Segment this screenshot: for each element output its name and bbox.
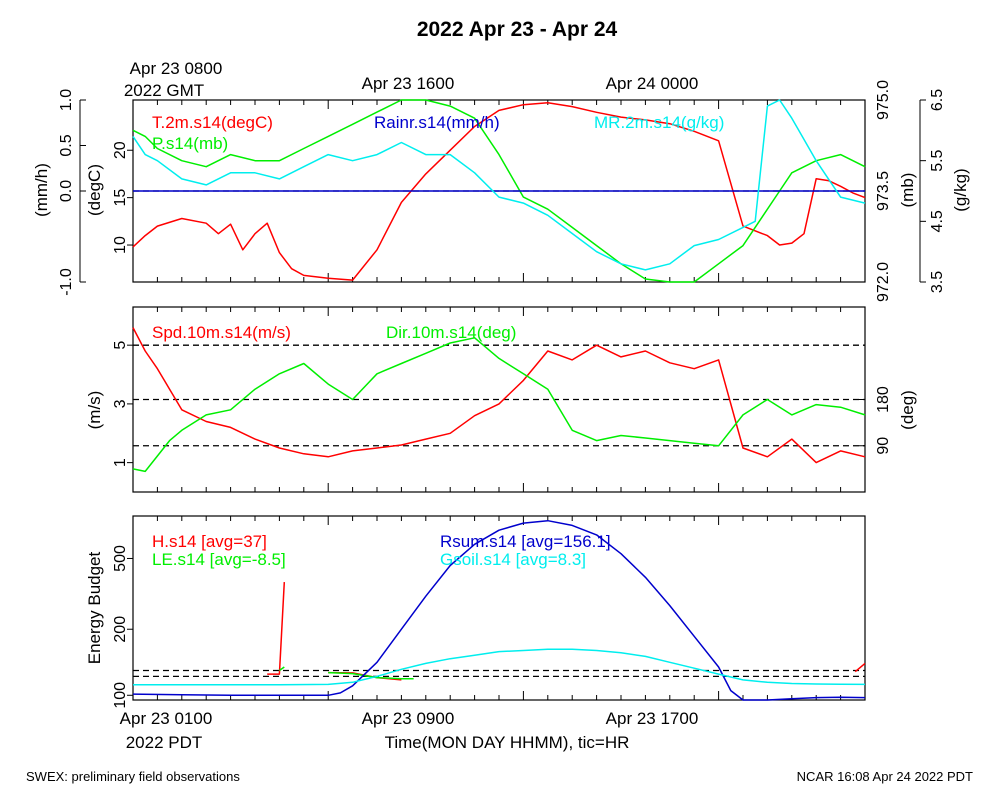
middle-series-line-0 [132,327,866,464]
top-series-line-0 [132,102,866,281]
top-legend-entry: MR.2m.s14(g/kg) [594,113,724,132]
bottom-legend-entry: Gsoil.s14 [avg=8.3] [440,550,586,569]
middle-legend-entry: Dir.10m.s14(deg) [386,323,516,342]
middle-panel: 1 3 5 (m/s) 90 180 (deg) Spd.10m.s14(m/s) Dir.10… [85,306,917,493]
rain-tick-label: -1.0 [58,268,75,296]
bottom-legend-entry: LE.s14 [avg=-8.5] [152,550,286,569]
direction-tick-label: 180 [875,386,892,413]
bottom-series-line-3 [133,648,866,686]
energy-axis-label: Energy Budget [85,551,104,664]
speed-tick-label: 5 [112,341,129,350]
rain-axis-label: (mm/h) [32,163,51,217]
bottom-legend-entry: Rsum.s14 [avg=156.1] [440,532,611,551]
bottom-time-label-second: Apr 23 0900 [362,709,455,728]
mixing-ratio-axis-label: (g/kg) [951,168,970,211]
pressure-tick-label: 972.0 [875,262,892,302]
middle-legend-entry: Spd.10m.s14(m/s) [152,323,291,342]
temp-tick-label: 20 [112,141,129,159]
top-time-label-third: Apr 24 0000 [606,74,699,93]
middle-series-line-1 [132,337,866,473]
top-series-line-3 [132,99,866,271]
top-legend-entry: P.s14(mb) [152,134,228,153]
rain-tick-label: 0.0 [58,180,75,202]
direction-tick-label: 90 [875,437,892,455]
rain-tick-label: 1.0 [58,89,75,111]
footer-left: SWEX: preliminary field observations [26,769,240,784]
energy-tick-label: 200 [112,616,129,643]
top-series-line-1 [132,99,866,283]
speed-axis-label: (m/s) [85,391,104,430]
bottom-legend-entry: H.s14 [avg=37] [152,532,267,551]
chart-title: 2022 Apr 23 - Apr 24 [417,18,618,41]
bottom-series-line-0 [267,582,866,681]
bottom-time-label-year: 2022 PDT [126,733,203,752]
bottom-time-label-first: Apr 23 0100 [120,709,213,728]
x-axis-label: Time(MON DAY HHMM), tic=HR [385,733,630,752]
mixing-ratio-tick-label: 5.5 [929,149,946,171]
energy-tick-label: 100 [112,682,129,709]
energy-tick-label: 500 [112,545,129,572]
bottom-time-label-third: Apr 23 1700 [606,709,699,728]
mixing-ratio-tick-label: 6.5 [929,89,946,111]
speed-tick-label: 1 [112,458,129,467]
direction-axis-label: (deg) [898,390,917,430]
bottom-series-line-1 [278,666,414,680]
pressure-tick-label: 973.5 [875,171,892,211]
mixing-ratio-tick-label: 4.5 [929,210,946,232]
pressure-tick-label: 975.0 [875,80,892,120]
footer-right: NCAR 16:08 Apr 24 2022 PDT [797,769,973,784]
top-time-label-second: Apr 23 1600 [362,74,455,93]
bottom-panel: 100 200 500 Energy Budget H.s14 [avg=37]LE.s… [85,515,866,709]
top-panel: -1.0 0.0 0.5 1.0 (mm/h) 10 15 20 (degC) 972.0 973.… [32,80,970,302]
temp-tick-label: 10 [112,236,129,254]
temp-axis-label: (degC) [85,164,104,216]
pressure-axis-label: (mb) [898,173,917,208]
bottom-series-line-2 [132,519,866,701]
temp-tick-label: 15 [112,189,129,207]
rain-tick-label: 0.5 [58,134,75,156]
speed-tick-label: 3 [112,399,129,408]
top-time-label-first: Apr 23 0800 [130,59,223,78]
mixing-ratio-tick-label: 3.5 [929,271,946,293]
top-legend-entry: Rainr.s14(mm/h) [374,113,500,132]
top-legend-entry: T.2m.s14(degC) [152,113,273,132]
top-time-label-year: 2022 GMT [124,81,204,100]
